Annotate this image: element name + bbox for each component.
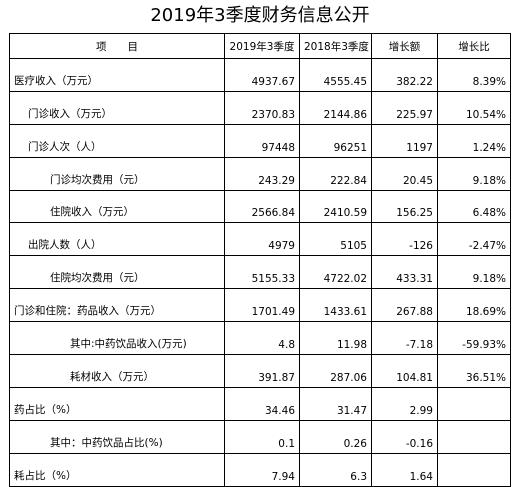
cell-ratio: 36.51% [437,354,511,388]
cell-2019: 4979 [224,222,300,257]
cell-2019: 5155.33 [224,255,300,290]
table-row: 门诊人次（人） 97448 96251 1197 1.24% [9,123,511,158]
table-row: 其中:中药饮品收入(万元) 4.8 11.98 -7.18 -59.93% [9,321,511,356]
row-label: 住院均次费用（元） [9,255,225,290]
cell-ratio [437,386,511,421]
cell-2018: 31.47 [299,386,372,421]
cell-ratio: -2.47% [437,222,511,257]
cell-2018: 2144.86 [299,90,372,125]
table-row: 耗材收入（万元） 391.87 287.06 104.81 36.51% [9,354,511,388]
cell-change: 225.97 [371,90,438,125]
cell-2018: 4555.45 [299,58,372,92]
cell-2018: 96251 [299,123,372,158]
table-row: 医疗收入（万元） 4937.67 4555.45 382.22 8.39% [9,58,511,92]
table-header-row: 项 目 2019年3季度 2018年3季度 增长额 增长比 [9,33,511,59]
row-label: 医疗收入（万元） [9,58,225,92]
cell-2018: 11.98 [299,321,372,356]
cell-2018: 222.84 [299,156,372,191]
cell-2019: 34.46 [224,386,300,421]
cell-2018: 1433.61 [299,288,372,323]
row-label: 门诊人次（人） [9,123,225,158]
row-label: 其中：中药饮品占比(%) [9,419,225,454]
cell-ratio [437,419,511,454]
cell-2019: 391.87 [224,354,300,388]
cell-change: 382.22 [371,58,438,92]
header-item: 项 目 [9,33,225,59]
cell-2018: 5105 [299,222,372,257]
cell-2018: 2410.59 [299,189,372,224]
cell-change: 104.81 [371,354,438,388]
row-label: 耗占比（%） [9,452,225,487]
cell-ratio: 1.24% [437,123,511,158]
cell-2019: 4937.67 [224,58,300,92]
header-change: 增长额 [371,33,438,59]
cell-ratio: 10.54% [437,90,511,125]
table-row: 耗占比（%） 7.94 6.3 1.64 [9,452,511,487]
header-ratio: 增长比 [437,33,511,59]
table-row: 药占比（%） 34.46 31.47 2.99 [9,386,511,421]
cell-2018: 6.3 [299,452,372,487]
row-label: 出院人数（人） [9,222,225,257]
finance-table: 项 目 2019年3季度 2018年3季度 增长额 增长比 医疗收入（万元） 4… [9,33,511,487]
cell-2018: 287.06 [299,354,372,388]
cell-2018: 0.26 [299,419,372,454]
cell-2019: 1701.49 [224,288,300,323]
cell-2019: 243.29 [224,156,300,191]
cell-change: -7.18 [371,321,438,356]
cell-ratio: -59.93% [437,321,511,356]
row-label: 门诊收入（万元） [9,90,225,125]
row-label: 其中:中药饮品收入(万元) [9,321,225,356]
cell-ratio: 8.39% [437,58,511,92]
table-row: 其中：中药饮品占比(%) 0.1 0.26 -0.16 [9,419,511,454]
cell-change: 267.88 [371,288,438,323]
cell-2019: 4.8 [224,321,300,356]
table-row: 出院人数（人） 4979 5105 -126 -2.47% [9,222,511,257]
cell-change: 1197 [371,123,438,158]
table-row: 门诊和住院：药品收入（万元） 1701.49 1433.61 267.88 18… [9,288,511,323]
header-2018: 2018年3季度 [299,33,372,59]
cell-2019: 0.1 [224,419,300,454]
cell-change: 156.25 [371,189,438,224]
cell-change: -0.16 [371,419,438,454]
cell-2019: 7.94 [224,452,300,487]
table-row: 门诊均次费用（元） 243.29 222.84 20.45 9.18% [9,156,511,191]
cell-change: 2.99 [371,386,438,421]
cell-2019: 2370.83 [224,90,300,125]
cell-ratio: 6.48% [437,189,511,224]
cell-2019: 2566.84 [224,189,300,224]
row-label: 住院收入（万元） [9,189,225,224]
table-row: 住院收入（万元） 2566.84 2410.59 156.25 6.48% [9,189,511,224]
cell-ratio [437,452,511,487]
table-row: 门诊收入（万元） 2370.83 2144.86 225.97 10.54% [9,90,511,125]
cell-change: 1.64 [371,452,438,487]
page-title: 2019年3季度财务信息公开 [150,5,370,26]
cell-2019: 97448 [224,123,300,158]
cell-ratio: 9.18% [437,255,511,290]
cell-ratio: 18.69% [437,288,511,323]
row-label: 药占比（%） [9,386,225,421]
header-2019: 2019年3季度 [224,33,300,59]
table-row: 住院均次费用（元） 5155.33 4722.02 433.31 9.18% [9,255,511,290]
row-label: 门诊和住院：药品收入（万元） [9,288,225,323]
cell-ratio: 9.18% [437,156,511,191]
cell-2018: 4722.02 [299,255,372,290]
row-label: 耗材收入（万元） [9,354,225,388]
cell-change: 20.45 [371,156,438,191]
cell-change: -126 [371,222,438,257]
row-label: 门诊均次费用（元） [9,156,225,191]
cell-change: 433.31 [371,255,438,290]
